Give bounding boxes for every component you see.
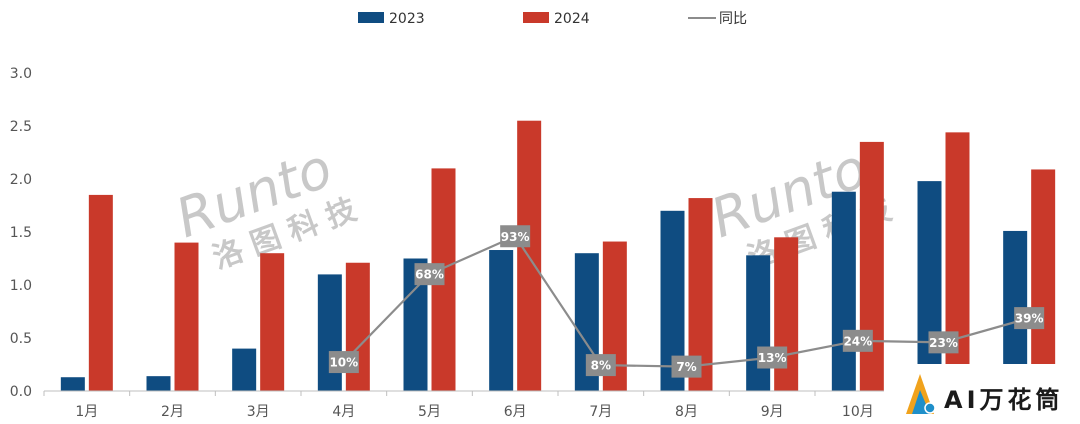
x-tick-label: 5月 [418, 404, 441, 420]
y-tick-label: 0.5 [10, 331, 32, 347]
legend-swatch-2024 [523, 12, 549, 23]
x-tick-label: 8月 [675, 404, 698, 420]
y-tick-label: 2.0 [10, 172, 32, 188]
kaleidoscope-icon [906, 374, 936, 414]
bar-2023-1 [60, 377, 85, 391]
yoy-data-label: 24% [843, 334, 872, 348]
logo-text: AI万花筒 [944, 386, 1064, 414]
x-tick-label: 6月 [504, 404, 527, 420]
x-tick-label: 2月 [161, 404, 184, 420]
yoy-label-box [585, 354, 616, 377]
x-tick-label: 9月 [761, 404, 784, 420]
y-tick-label: 1.5 [10, 225, 32, 241]
y-tick-label: 0.0 [10, 384, 32, 400]
yoy-line: 10% 68% 93% 8% 7% 13% 24% 23% 39% [328, 225, 1045, 378]
yoy-label-box [757, 346, 788, 369]
legend-label: 2023 [389, 11, 425, 27]
x-tick-label: 1月 [75, 404, 98, 420]
yoy-label-box [1014, 307, 1045, 330]
y-tick-label: 2.5 [10, 119, 32, 135]
logo: AI万花筒 [884, 364, 1080, 424]
bar-2023-4 [317, 274, 342, 391]
yoy-label-box [500, 225, 531, 248]
bar-2024-1 [88, 194, 113, 391]
yoy-data-label: 23% [929, 336, 958, 350]
yoy-label-box [928, 331, 959, 354]
bar-2023-9 [746, 255, 771, 391]
legend: 2023 2024 同比 [358, 11, 747, 27]
y-tick-label: 3.0 [10, 66, 32, 82]
bar-2024-3 [260, 253, 285, 391]
legend-label: 2024 [554, 11, 590, 27]
bar-2023-3 [232, 348, 257, 391]
bar-2024-10 [859, 141, 884, 391]
bar-2023-10 [831, 191, 856, 391]
yoy-data-label: 7% [676, 360, 696, 374]
y-tick-label: 1.0 [10, 278, 32, 294]
yoy-data-label: 68% [415, 268, 444, 282]
x-tick-label: 10月 [842, 404, 874, 420]
y-axis: 0.0 0.5 1.0 1.5 2.0 2.5 3.0 [10, 66, 32, 400]
bars [60, 120, 1056, 392]
yoy-data-label: 8% [591, 359, 611, 373]
yoy-data-label: 93% [501, 230, 530, 244]
x-tick-label: 7月 [589, 404, 612, 420]
yoy-label-box [328, 351, 359, 374]
yoy-label-box [414, 263, 445, 286]
yoy-data-label: 10% [329, 356, 358, 370]
x-tick-label: 3月 [247, 404, 270, 420]
bar-2023-2 [146, 376, 171, 391]
bar-2024-2 [174, 242, 199, 391]
legend-swatch-2023 [358, 12, 384, 23]
x-tick-label: 4月 [332, 404, 355, 420]
yoy-data-label: 13% [758, 351, 787, 365]
legend-label: 同比 [719, 11, 747, 27]
yoy-label-box [671, 355, 702, 378]
yoy-data-label: 39% [1015, 312, 1044, 326]
bar-2023-11 [917, 181, 942, 391]
bar-2024-12 [1031, 169, 1056, 391]
bar-2023-6 [489, 250, 514, 391]
yoy-label-box [842, 329, 873, 352]
